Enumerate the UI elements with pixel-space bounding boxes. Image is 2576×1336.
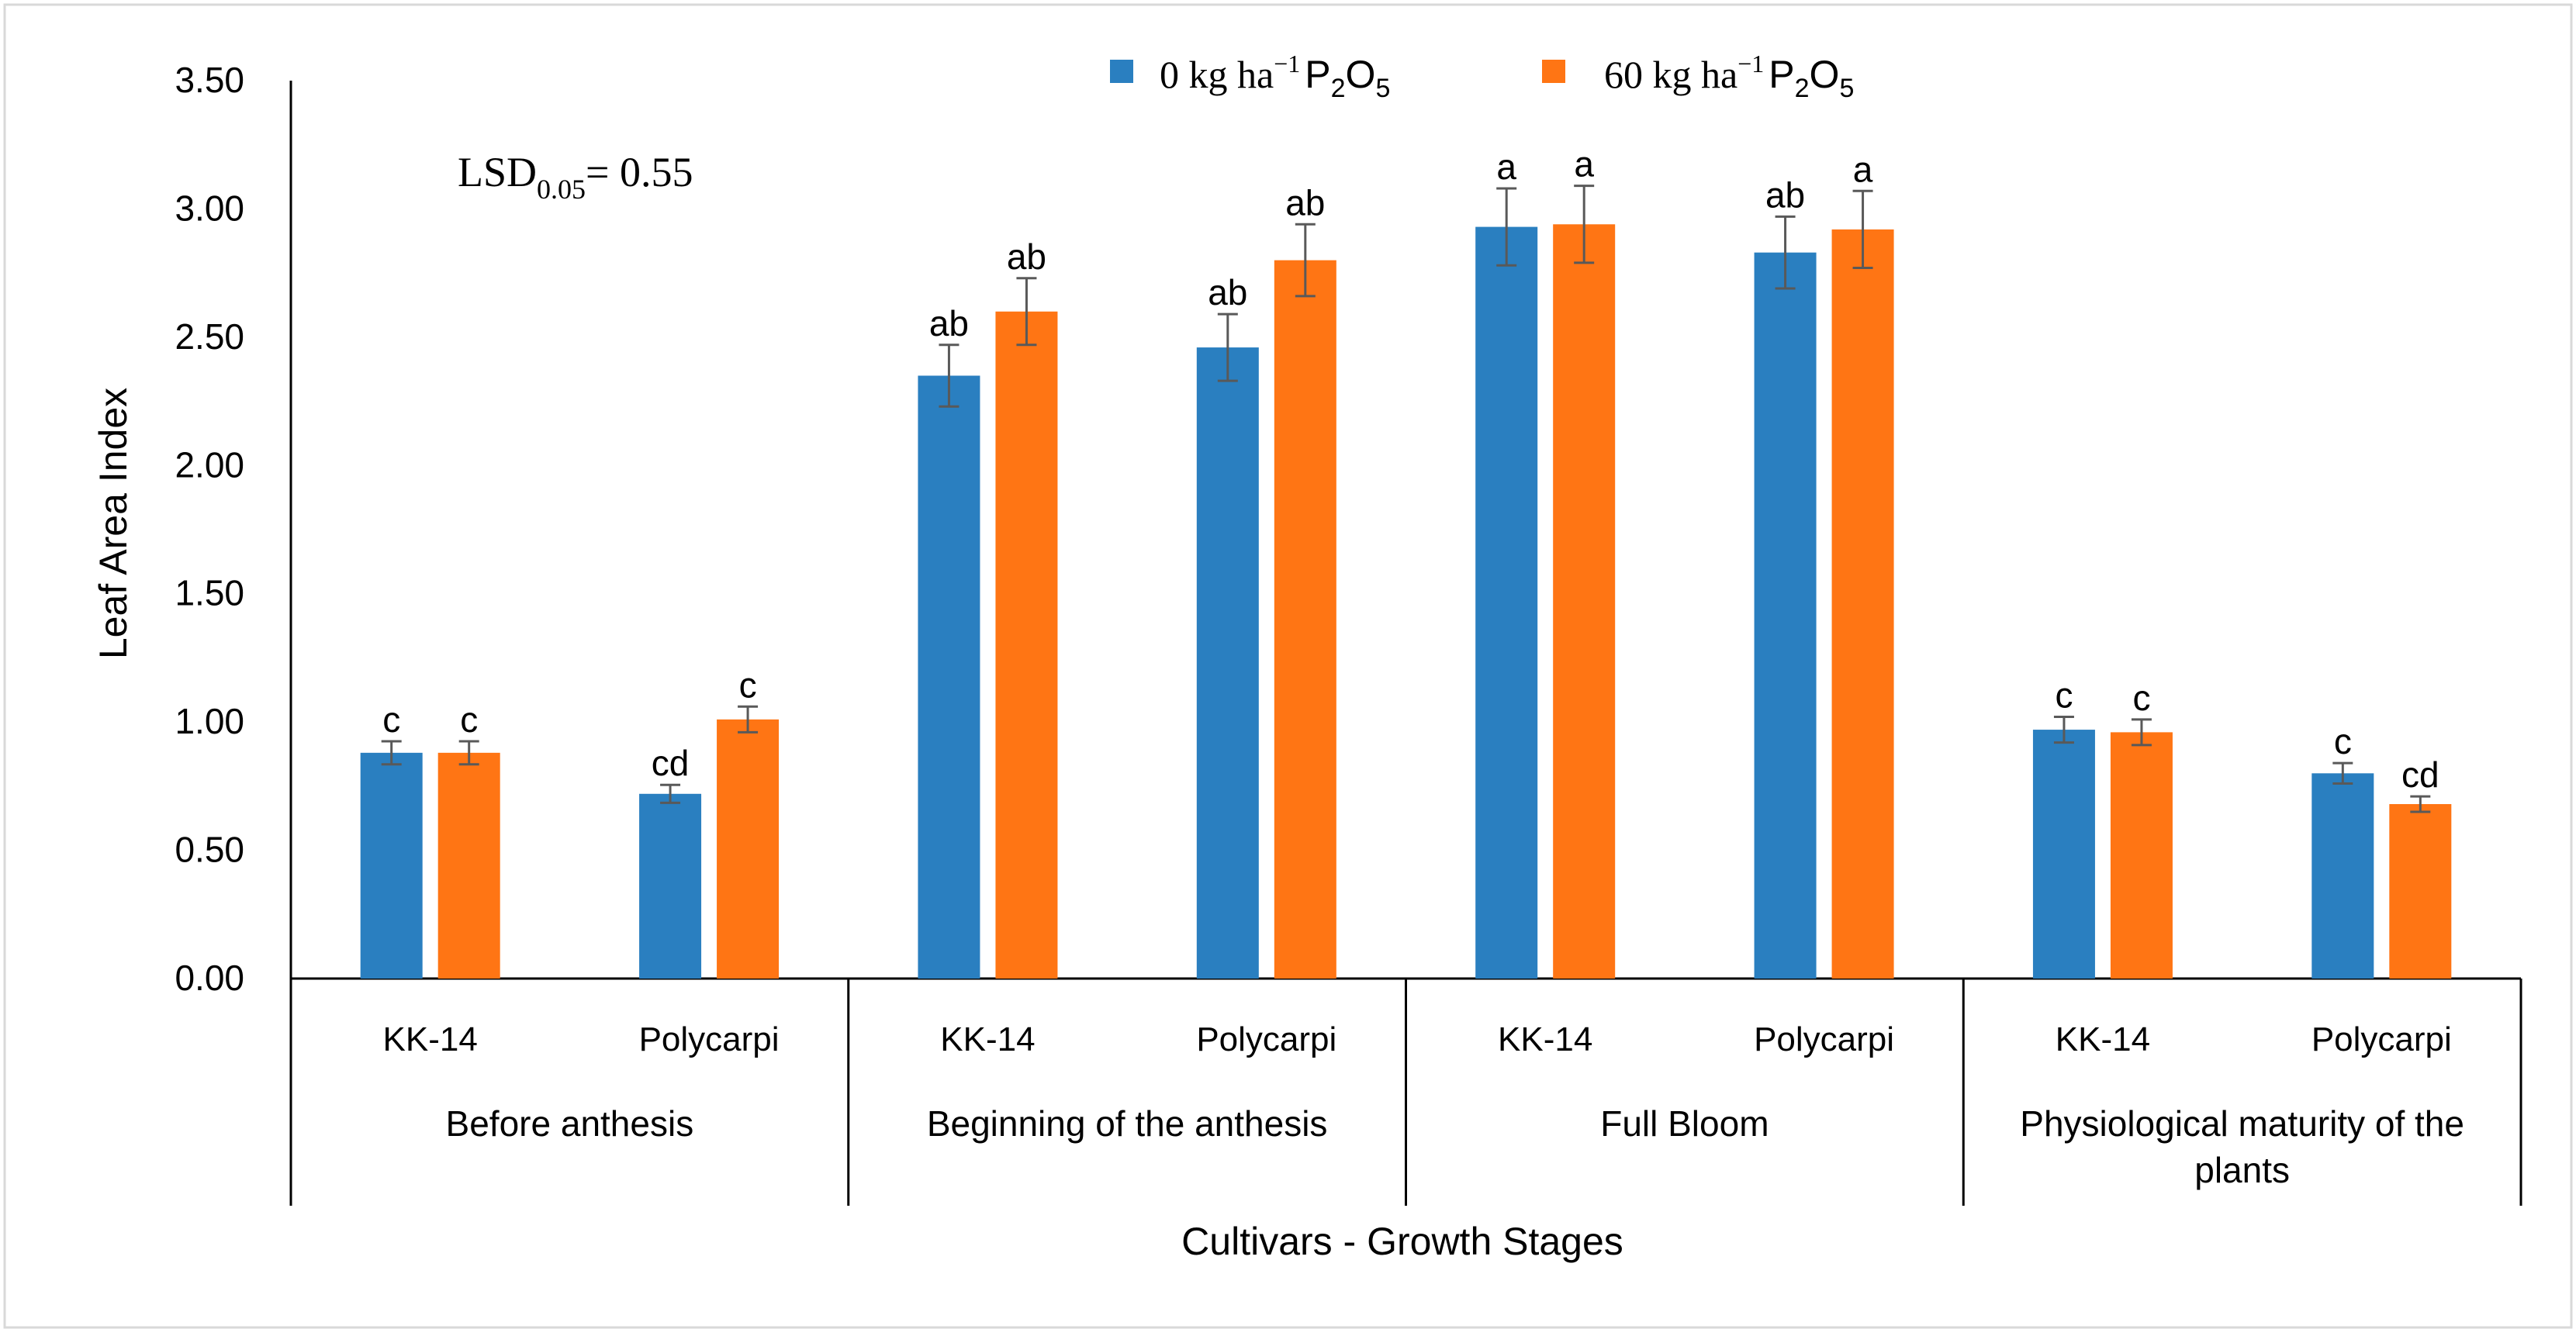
x-tick-label: Polycarpi bbox=[1196, 1020, 1336, 1058]
bar-series-0[interactable] bbox=[1754, 252, 1817, 979]
significance-letter: ab bbox=[1765, 174, 1805, 215]
legend-label-1: 60 kg ha−1 P2O5 bbox=[1604, 50, 1854, 103]
bar-series-0[interactable] bbox=[2032, 730, 2095, 979]
x-tick-label: KK-14 bbox=[940, 1020, 1035, 1058]
y-tick-label: 1.00 bbox=[175, 701, 244, 741]
bar-series-1[interactable] bbox=[2389, 804, 2452, 979]
significance-letter: c bbox=[2334, 721, 2352, 761]
y-tick-label: 3.50 bbox=[175, 60, 244, 100]
significance-letter: c bbox=[382, 699, 400, 740]
significance-letter: a bbox=[1853, 149, 1873, 189]
significance-letter: cd bbox=[2401, 754, 2439, 795]
significance-letter: ab bbox=[1208, 272, 1247, 312]
lsd-subscript: 0.05 bbox=[537, 174, 586, 205]
stage-label: Beginning of the anthesis bbox=[927, 1103, 1328, 1144]
y-tick-label: 3.00 bbox=[175, 188, 244, 228]
stage-label: Full Bloom bbox=[1600, 1103, 1769, 1144]
bar-series-1[interactable] bbox=[995, 311, 1058, 979]
bar-series-0[interactable] bbox=[1196, 347, 1259, 979]
bar-series-1[interactable] bbox=[2110, 732, 2173, 979]
y-tick-label: 2.00 bbox=[175, 444, 244, 485]
x-tick-label: Polycarpi bbox=[1754, 1020, 1894, 1058]
significance-letter: c bbox=[460, 699, 478, 740]
x-tick-label: KK-14 bbox=[2056, 1020, 2150, 1058]
significance-letter: a bbox=[1496, 147, 1516, 187]
significance-letter: c bbox=[739, 665, 757, 705]
axes: 0.00 0.50 1.00 1.50 2.00 2.50 3.00 3.50 KK-14 Pol… bbox=[175, 60, 2522, 1206]
y-tick-label: 0.50 bbox=[175, 830, 244, 870]
legend-swatch-1 bbox=[1542, 60, 1565, 83]
bar-series-0[interactable] bbox=[639, 793, 702, 979]
x-tick-label: Polycarpi bbox=[2311, 1020, 2452, 1058]
bar-series-0[interactable] bbox=[360, 752, 423, 979]
legend-entry-1[interactable]: 60 kg ha−1 P2O5 bbox=[1542, 50, 1854, 103]
significance-letter: cd bbox=[652, 743, 690, 783]
stage-label: Before anthesis bbox=[446, 1103, 694, 1144]
significance-letter: ab bbox=[1007, 236, 1046, 277]
significance-letter: a bbox=[1574, 144, 1594, 185]
significance-letter: c bbox=[2132, 678, 2150, 718]
legend-label-0: 0 kg ha−1 P2O5 bbox=[1160, 50, 1390, 103]
lsd-prefix: LSD bbox=[458, 149, 537, 195]
lsd-value: = 0.55 bbox=[586, 149, 693, 195]
y-tick-label: 0.00 bbox=[175, 958, 244, 998]
bar-series-0[interactable] bbox=[1475, 226, 1538, 979]
bar-series-1[interactable] bbox=[1553, 224, 1616, 979]
x-tick-label: Polycarpi bbox=[639, 1020, 780, 1058]
bar-series-1[interactable] bbox=[1831, 229, 1894, 979]
x-axis-title: Cultivars - Growth Stages bbox=[1181, 1220, 1623, 1263]
lsd-annotation: LSD0.05= 0.55 bbox=[458, 149, 693, 205]
bar-series-1[interactable] bbox=[1274, 260, 1336, 979]
significance-letter: ab bbox=[1285, 182, 1325, 223]
stage-label: plants bbox=[2194, 1150, 2290, 1190]
bar-series-0[interactable] bbox=[2311, 773, 2374, 979]
bars bbox=[360, 185, 2452, 979]
y-axis-title: Leaf Area Index bbox=[92, 388, 135, 659]
bar-series-1[interactable] bbox=[717, 719, 780, 979]
legend: 0 kg ha−1 P2O5 60 kg ha−1 P2O5 bbox=[1110, 50, 1854, 103]
legend-swatch-0 bbox=[1110, 60, 1133, 83]
x-tick-label: KK-14 bbox=[383, 1020, 478, 1058]
y-tick-label: 2.50 bbox=[175, 316, 244, 357]
y-tick-label: 1.50 bbox=[175, 573, 244, 613]
stage-label: Physiological maturity of the bbox=[2020, 1103, 2464, 1144]
legend-entry-0[interactable]: 0 kg ha−1 P2O5 bbox=[1110, 50, 1390, 103]
bar-series-1[interactable] bbox=[437, 752, 500, 979]
x-tick-label: KK-14 bbox=[1498, 1020, 1592, 1058]
significance-letter: ab bbox=[929, 303, 969, 343]
significance-letter: c bbox=[2055, 675, 2073, 716]
bar-series-0[interactable] bbox=[918, 375, 980, 979]
